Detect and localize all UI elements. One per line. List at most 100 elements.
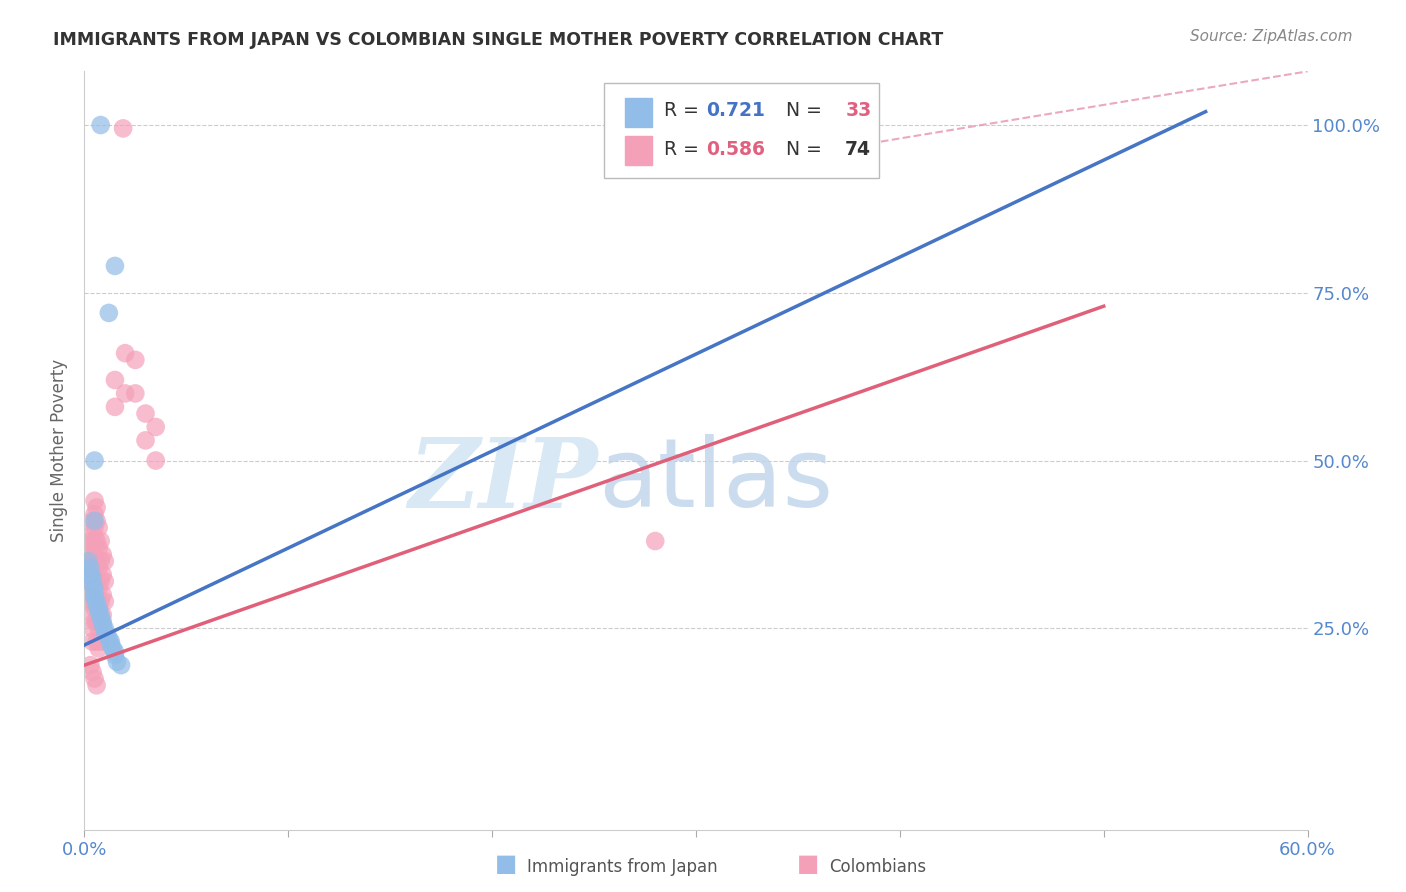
Point [87, 521, 110, 535]
Text: 0.721: 0.721 [706, 101, 765, 120]
Point [87, 621, 110, 635]
Point [93, 594, 115, 608]
Point [86, 534, 108, 549]
Point [86, 594, 108, 608]
Point [82, 527, 104, 541]
Point [83, 493, 105, 508]
Point [97, 306, 120, 320]
Point [91, 548, 114, 562]
Point [83, 574, 105, 589]
Text: ■: ■ [495, 852, 517, 876]
Point [91, 607, 114, 622]
Point [82, 665, 104, 679]
Point [90, 534, 112, 549]
Text: IMMIGRANTS FROM JAPAN VS COLOMBIAN SINGLE MOTHER POVERTY CORRELATION CHART: IMMIGRANTS FROM JAPAN VS COLOMBIAN SINGL… [53, 31, 943, 49]
Text: R =: R = [664, 101, 704, 120]
Point [82, 607, 104, 622]
Point [104, 373, 127, 387]
Point [79, 658, 101, 673]
Point [83, 588, 105, 602]
Point [91, 588, 114, 602]
Point [97, 632, 120, 646]
Bar [626, 98, 652, 127]
Point [83, 514, 105, 528]
Point [124, 386, 146, 401]
Point [82, 634, 104, 648]
Point [82, 554, 104, 568]
Point [91, 618, 114, 632]
Text: 74: 74 [845, 140, 872, 159]
Point [79, 588, 101, 602]
Point [90, 615, 112, 629]
Point [83, 581, 105, 595]
Point [79, 594, 101, 608]
Point [87, 641, 110, 656]
Point [96, 628, 118, 642]
Point [104, 645, 127, 659]
Point [77, 554, 100, 568]
Point [82, 581, 104, 595]
Point [79, 548, 101, 562]
Point [83, 521, 105, 535]
Point [82, 514, 104, 528]
Point [86, 514, 108, 528]
Point [82, 567, 104, 582]
Point [82, 571, 104, 585]
Point [86, 500, 108, 515]
Point [83, 588, 105, 602]
Point [90, 634, 112, 648]
Point [110, 658, 132, 673]
Point [101, 641, 124, 656]
Point [83, 548, 105, 562]
Point [83, 507, 105, 521]
Y-axis label: Single Mother Poverty: Single Mother Poverty [51, 359, 69, 542]
Point [87, 601, 110, 615]
Point [90, 574, 112, 589]
Point [135, 407, 157, 421]
Point [114, 386, 136, 401]
Point [93, 554, 115, 568]
Point [83, 615, 105, 629]
Point [82, 577, 104, 591]
Point [124, 352, 146, 367]
Point [93, 574, 115, 589]
Point [87, 601, 110, 615]
Point [86, 594, 108, 608]
Point [86, 634, 108, 648]
Point [82, 594, 104, 608]
Point [105, 655, 128, 669]
Point [86, 554, 108, 568]
Text: N =: N = [775, 101, 828, 120]
Point [135, 434, 157, 448]
Bar [626, 136, 652, 165]
Point [90, 594, 112, 608]
Point [86, 678, 108, 692]
Text: atlas: atlas [598, 434, 834, 527]
Point [87, 561, 110, 575]
Point [79, 534, 101, 549]
Point [86, 615, 108, 629]
Point [86, 574, 108, 589]
Point [83, 591, 105, 605]
Point [79, 574, 101, 589]
Point [104, 259, 127, 273]
Point [100, 638, 122, 652]
Point [145, 420, 167, 434]
Point [79, 567, 101, 582]
Point [77, 561, 100, 575]
Text: N =: N = [775, 140, 828, 159]
Point [87, 541, 110, 555]
Text: Colombians: Colombians [830, 858, 927, 876]
Point [90, 607, 112, 622]
Text: R =: R = [664, 140, 704, 159]
Point [77, 554, 100, 568]
Point [112, 121, 135, 136]
Point [79, 561, 101, 575]
Point [90, 554, 112, 568]
Point [83, 672, 105, 686]
Point [644, 534, 666, 549]
Text: Source: ZipAtlas.com: Source: ZipAtlas.com [1189, 29, 1353, 44]
Point [83, 534, 105, 549]
Point [79, 567, 101, 582]
Point [87, 605, 110, 619]
